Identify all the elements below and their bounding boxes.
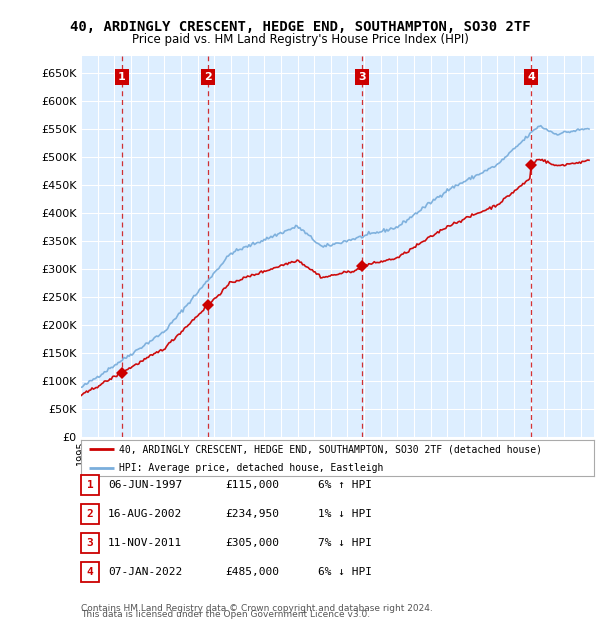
Text: 2: 2 <box>86 509 94 519</box>
Text: Contains HM Land Registry data © Crown copyright and database right 2024.: Contains HM Land Registry data © Crown c… <box>81 603 433 613</box>
Text: 4: 4 <box>86 567 94 577</box>
Text: 6% ↑ HPI: 6% ↑ HPI <box>318 480 372 490</box>
Text: 06-JUN-1997: 06-JUN-1997 <box>108 480 182 490</box>
Text: 40, ARDINGLY CRESCENT, HEDGE END, SOUTHAMPTON, SO30 2TF (detached house): 40, ARDINGLY CRESCENT, HEDGE END, SOUTHA… <box>119 444 542 454</box>
Text: 3: 3 <box>358 72 365 82</box>
Text: Price paid vs. HM Land Registry's House Price Index (HPI): Price paid vs. HM Land Registry's House … <box>131 33 469 46</box>
Text: 3: 3 <box>86 538 94 548</box>
Text: 16-AUG-2002: 16-AUG-2002 <box>108 509 182 519</box>
Text: £115,000: £115,000 <box>225 480 279 490</box>
Text: £234,950: £234,950 <box>225 509 279 519</box>
Text: 6% ↓ HPI: 6% ↓ HPI <box>318 567 372 577</box>
Text: £305,000: £305,000 <box>225 538 279 548</box>
Text: This data is licensed under the Open Government Licence v3.0.: This data is licensed under the Open Gov… <box>81 610 370 619</box>
Text: 2: 2 <box>204 72 212 82</box>
Text: 1% ↓ HPI: 1% ↓ HPI <box>318 509 372 519</box>
Text: 1: 1 <box>118 72 125 82</box>
Text: 1: 1 <box>86 480 94 490</box>
Text: HPI: Average price, detached house, Eastleigh: HPI: Average price, detached house, East… <box>119 463 384 473</box>
Text: 4: 4 <box>527 72 535 82</box>
Text: 7% ↓ HPI: 7% ↓ HPI <box>318 538 372 548</box>
Text: £485,000: £485,000 <box>225 567 279 577</box>
Text: 07-JAN-2022: 07-JAN-2022 <box>108 567 182 577</box>
Text: 40, ARDINGLY CRESCENT, HEDGE END, SOUTHAMPTON, SO30 2TF: 40, ARDINGLY CRESCENT, HEDGE END, SOUTHA… <box>70 20 530 34</box>
Text: 11-NOV-2011: 11-NOV-2011 <box>108 538 182 548</box>
